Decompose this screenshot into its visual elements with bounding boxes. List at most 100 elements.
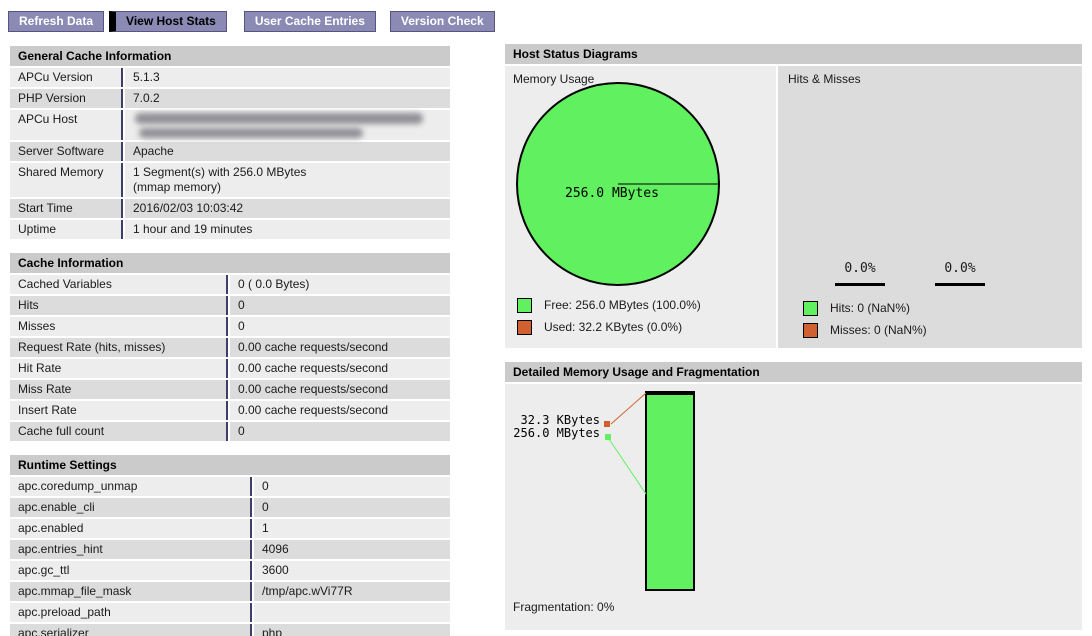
misses-swatch-icon — [803, 322, 818, 338]
toolbar: Refresh Data View Host Stats User Cache … — [8, 11, 495, 32]
row-value: 1 Segment(s) with 256.0 MBytes (mmap mem… — [125, 163, 450, 197]
row-label: Miss Rate — [10, 380, 228, 399]
row-value: 3600 — [254, 561, 450, 580]
row-value: 0 ( 0.0 Bytes) — [230, 275, 450, 294]
legend-item-used: Used: 32.2 KBytes (0.0%) — [517, 316, 701, 338]
row-label: apc.entries_hint — [10, 540, 252, 559]
row-value: 0.00 cache requests/second — [230, 401, 450, 420]
row-value: /tmp/apc.wVi77R — [254, 582, 450, 601]
table-row: apc.serializer php — [10, 624, 450, 636]
legend-text: Used: 32.2 KBytes (0.0%) — [544, 320, 683, 334]
row-value: 1 — [254, 519, 450, 538]
row-label: apc.enabled — [10, 519, 252, 538]
table-row: Hit Rate 0.00 cache requests/second — [10, 359, 450, 378]
row-label: Cached Variables — [10, 275, 228, 294]
view-host-stats-button[interactable]: View Host Stats — [109, 11, 227, 32]
row-value: 0.00 cache requests/second — [230, 380, 450, 399]
misses-bar-value: 0.0% — [944, 261, 976, 276]
table-title: General Cache Information — [10, 46, 450, 66]
table-row: Hits 0 — [10, 296, 450, 315]
table-row: Server Software Apache — [10, 142, 450, 161]
memory-block-bar — [645, 391, 695, 591]
memory-pie-chart — [516, 82, 720, 286]
apcu-host-redacted-value — [125, 110, 450, 140]
row-value: 0 — [230, 296, 450, 315]
row-label: Cache full count — [10, 422, 228, 441]
hits-bar — [835, 283, 885, 286]
table-row: Miss Rate 0.00 cache requests/second — [10, 380, 450, 399]
free-swatch-icon — [517, 297, 532, 313]
table-row: APCu Version 5.1.3 — [10, 68, 450, 87]
table-row: Uptime 1 hour and 19 minutes — [10, 220, 450, 239]
table-row: Misses 0 — [10, 317, 450, 336]
table-title: Cache Information — [10, 253, 450, 273]
used-block-label: 32.3 KBytes — [520, 413, 600, 427]
table-row: Cache full count 0 — [10, 422, 450, 441]
table-row: apc.mmap_file_mask /tmp/apc.wVi77R — [10, 582, 450, 601]
hits-bar-value: 0.0% — [844, 261, 876, 276]
detailed-memory-panel: 32.3 KBytes 256.0 MBytes Fragmentation: … — [505, 384, 1082, 630]
row-value: 0 — [230, 422, 450, 441]
free-marker-icon — [605, 434, 611, 440]
row-label: Shared Memory — [10, 163, 123, 197]
row-label: Start Time — [10, 199, 123, 218]
legend-text: Misses: 0 (NaN%) — [830, 323, 927, 337]
legend-item-hits: Hits: 0 (NaN%) — [803, 297, 927, 319]
host-status-diagrams-header: Host Status Diagrams — [505, 44, 1082, 64]
table-row: Insert Rate 0.00 cache requests/second — [10, 401, 450, 420]
row-label: Uptime — [10, 220, 123, 239]
row-label: Hit Rate — [10, 359, 228, 378]
cache-information-table: Cache Information Cached Variables 0 ( 0… — [8, 251, 452, 443]
redaction-blur — [139, 128, 363, 138]
runtime-settings-table: Runtime Settings apc.coredump_unmap 0 ap… — [8, 453, 452, 636]
row-value: 5.1.3 — [125, 68, 450, 87]
row-value: Apache — [125, 142, 450, 161]
memory-legend: Free: 256.0 MBytes (100.0%) Used: 32.2 K… — [517, 294, 701, 338]
row-value: 1 hour and 19 minutes — [125, 220, 450, 239]
hits-misses-panel: Hits & Misses 0.0% 0.0% Hits: 0 (NaN%) M… — [778, 66, 1082, 348]
legend-text: Free: 256.0 MBytes (100.0%) — [544, 298, 701, 312]
memory-block-labels: 32.3 KBytes 256.0 MBytes — [510, 414, 600, 440]
fragmentation-note: Fragmentation: 0% — [513, 600, 615, 614]
refresh-data-button[interactable]: Refresh Data — [8, 11, 105, 32]
row-label: apc.preload_path — [10, 603, 252, 622]
row-label: APCu Host — [10, 110, 123, 140]
row-label: apc.serializer — [10, 624, 252, 636]
legend-item-free: Free: 256.0 MBytes (100.0%) — [517, 294, 701, 316]
row-label: apc.coredump_unmap — [10, 477, 252, 496]
user-cache-entries-button[interactable]: User Cache Entries — [243, 11, 376, 32]
memory-usage-panel: Memory Usage 256.0 MBytes Free: 256.0 MB… — [505, 66, 776, 348]
left-column: General Cache Information APCu Version 5… — [8, 44, 452, 636]
row-label: Misses — [10, 317, 228, 336]
table-row: Shared Memory 1 Segment(s) with 256.0 MB… — [10, 163, 450, 197]
row-value: php — [254, 624, 450, 636]
table-row: APCu Host — [10, 110, 450, 140]
row-label: APCu Version — [10, 68, 123, 87]
table-row: PHP Version 7.0.2 — [10, 89, 450, 108]
row-label: apc.mmap_file_mask — [10, 582, 252, 601]
free-block-label: 256.0 MBytes — [513, 426, 600, 440]
version-check-button[interactable]: Version Check — [389, 11, 495, 32]
table-row: apc.gc_ttl 3600 — [10, 561, 450, 580]
legend-text: Hits: 0 (NaN%) — [830, 301, 911, 315]
row-value: 0 — [230, 317, 450, 336]
detailed-memory-header: Detailed Memory Usage and Fragmentation — [505, 362, 1082, 382]
table-row: apc.coredump_unmap 0 — [10, 477, 450, 496]
table-row: apc.enabled 1 — [10, 519, 450, 538]
row-value: 2016/02/03 10:03:42 — [125, 199, 450, 218]
misses-bar — [935, 283, 985, 286]
table-row: Request Rate (hits, misses) 0.00 cache r… — [10, 338, 450, 357]
row-label: PHP Version — [10, 89, 123, 108]
used-marker-icon — [604, 421, 610, 427]
table-row: Start Time 2016/02/03 10:03:42 — [10, 199, 450, 218]
row-value: 4096 — [254, 540, 450, 559]
row-label: Hits — [10, 296, 228, 315]
row-value: 7.0.2 — [125, 89, 450, 108]
legend-item-misses: Misses: 0 (NaN%) — [803, 319, 927, 341]
table-row: Cached Variables 0 ( 0.0 Bytes) — [10, 275, 450, 294]
memory-usage-label: Memory Usage — [513, 72, 595, 86]
row-value: 0.00 cache requests/second — [230, 359, 450, 378]
pie-center-label: 256.0 MBytes — [565, 186, 659, 201]
block-pointer-lines — [604, 392, 647, 495]
